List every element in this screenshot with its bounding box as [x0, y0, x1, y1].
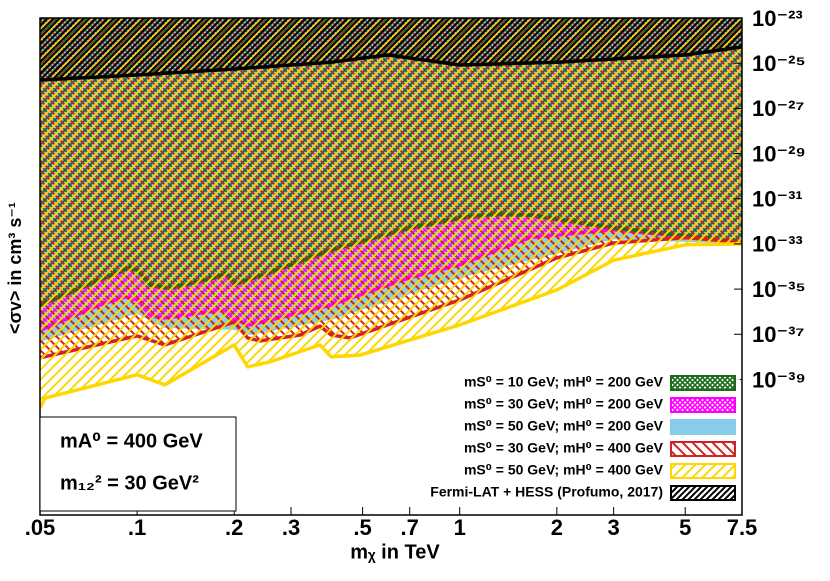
- legend-label: mS⁰ = 50 GeV; mH⁰ = 200 GeV: [464, 418, 664, 434]
- x-tick-label: .7: [401, 515, 419, 540]
- y-tick-label: 10⁻²⁷: [752, 96, 805, 121]
- legend-swatch: [670, 441, 736, 457]
- series-line: [40, 45, 742, 82]
- x-tick-label: 3: [608, 515, 620, 540]
- plot-area: [40, 18, 742, 409]
- x-tick-label: .05: [25, 515, 56, 540]
- series-line: [40, 242, 742, 409]
- axes: .05 .1 .2 .3 .5 .7 1 2 3 5 7.5 10⁻²³ 10⁻²⁵ 10⁻²⁷ 10⁻²⁹…: [25, 6, 806, 540]
- y-tick-label: 10⁻³⁷: [752, 322, 805, 347]
- x-tick-label: .3: [282, 515, 300, 540]
- legend-label: mS⁰ = 10 GeV; mH⁰ = 200 GeV: [464, 374, 664, 390]
- legend-label: Fermi-LAT + HESS (Profumo, 2017): [430, 484, 663, 500]
- legend-background: [405, 371, 740, 505]
- x-tick-label: .2: [225, 515, 243, 540]
- x-tick-label: .5: [353, 515, 371, 540]
- annotation-box: [39, 416, 237, 512]
- x-tick-label: 5: [679, 515, 691, 540]
- y-tick-label: 10⁻²⁹: [752, 141, 806, 166]
- legend-swatch: [670, 397, 736, 413]
- legend-swatch: [670, 463, 736, 479]
- legend-label: mS⁰ = 30 GeV; mH⁰ = 400 GeV: [464, 440, 664, 456]
- legend-label: mS⁰ = 50 GeV; mH⁰ = 400 GeV: [464, 462, 664, 478]
- legend-swatch: [670, 419, 736, 435]
- annotation: mA⁰ = 400 GeV: [60, 430, 203, 452]
- x-tick-label: 1: [454, 515, 466, 540]
- y-tick-label: 10⁻²⁵: [752, 51, 806, 76]
- x-axis-label: mᵪ in TeV: [350, 541, 440, 563]
- legend-label: mS⁰ = 30 GeV; mH⁰ = 200 GeV: [464, 396, 664, 412]
- x-tick-label: .1: [128, 515, 146, 540]
- y-tick-label: 10⁻³³: [752, 232, 803, 257]
- legend-swatch: [670, 375, 736, 391]
- y-tick-label: 10⁻³⁹: [752, 367, 806, 392]
- legend: mS⁰ = 10 GeV; mH⁰ = 200 GeV mS⁰ = 30 GeV;…: [405, 371, 740, 505]
- y-tick-label: 10⁻³¹: [752, 187, 803, 212]
- y-tick-label: 10⁻²³: [752, 6, 803, 31]
- region-fill: [40, 18, 742, 408]
- x-tick-label: 2: [551, 515, 563, 540]
- region-fill: [40, 18, 742, 80]
- y-tick-label: 10⁻³⁵: [752, 277, 806, 302]
- y-axis-label: <σv> in cm³ s⁻¹: [5, 202, 25, 334]
- legend-swatch: [670, 485, 736, 501]
- annotation: m₁₂² = 30 GeV²: [60, 472, 199, 494]
- plot-frame: [39, 17, 743, 516]
- x-tick-label: 7.5: [727, 515, 758, 540]
